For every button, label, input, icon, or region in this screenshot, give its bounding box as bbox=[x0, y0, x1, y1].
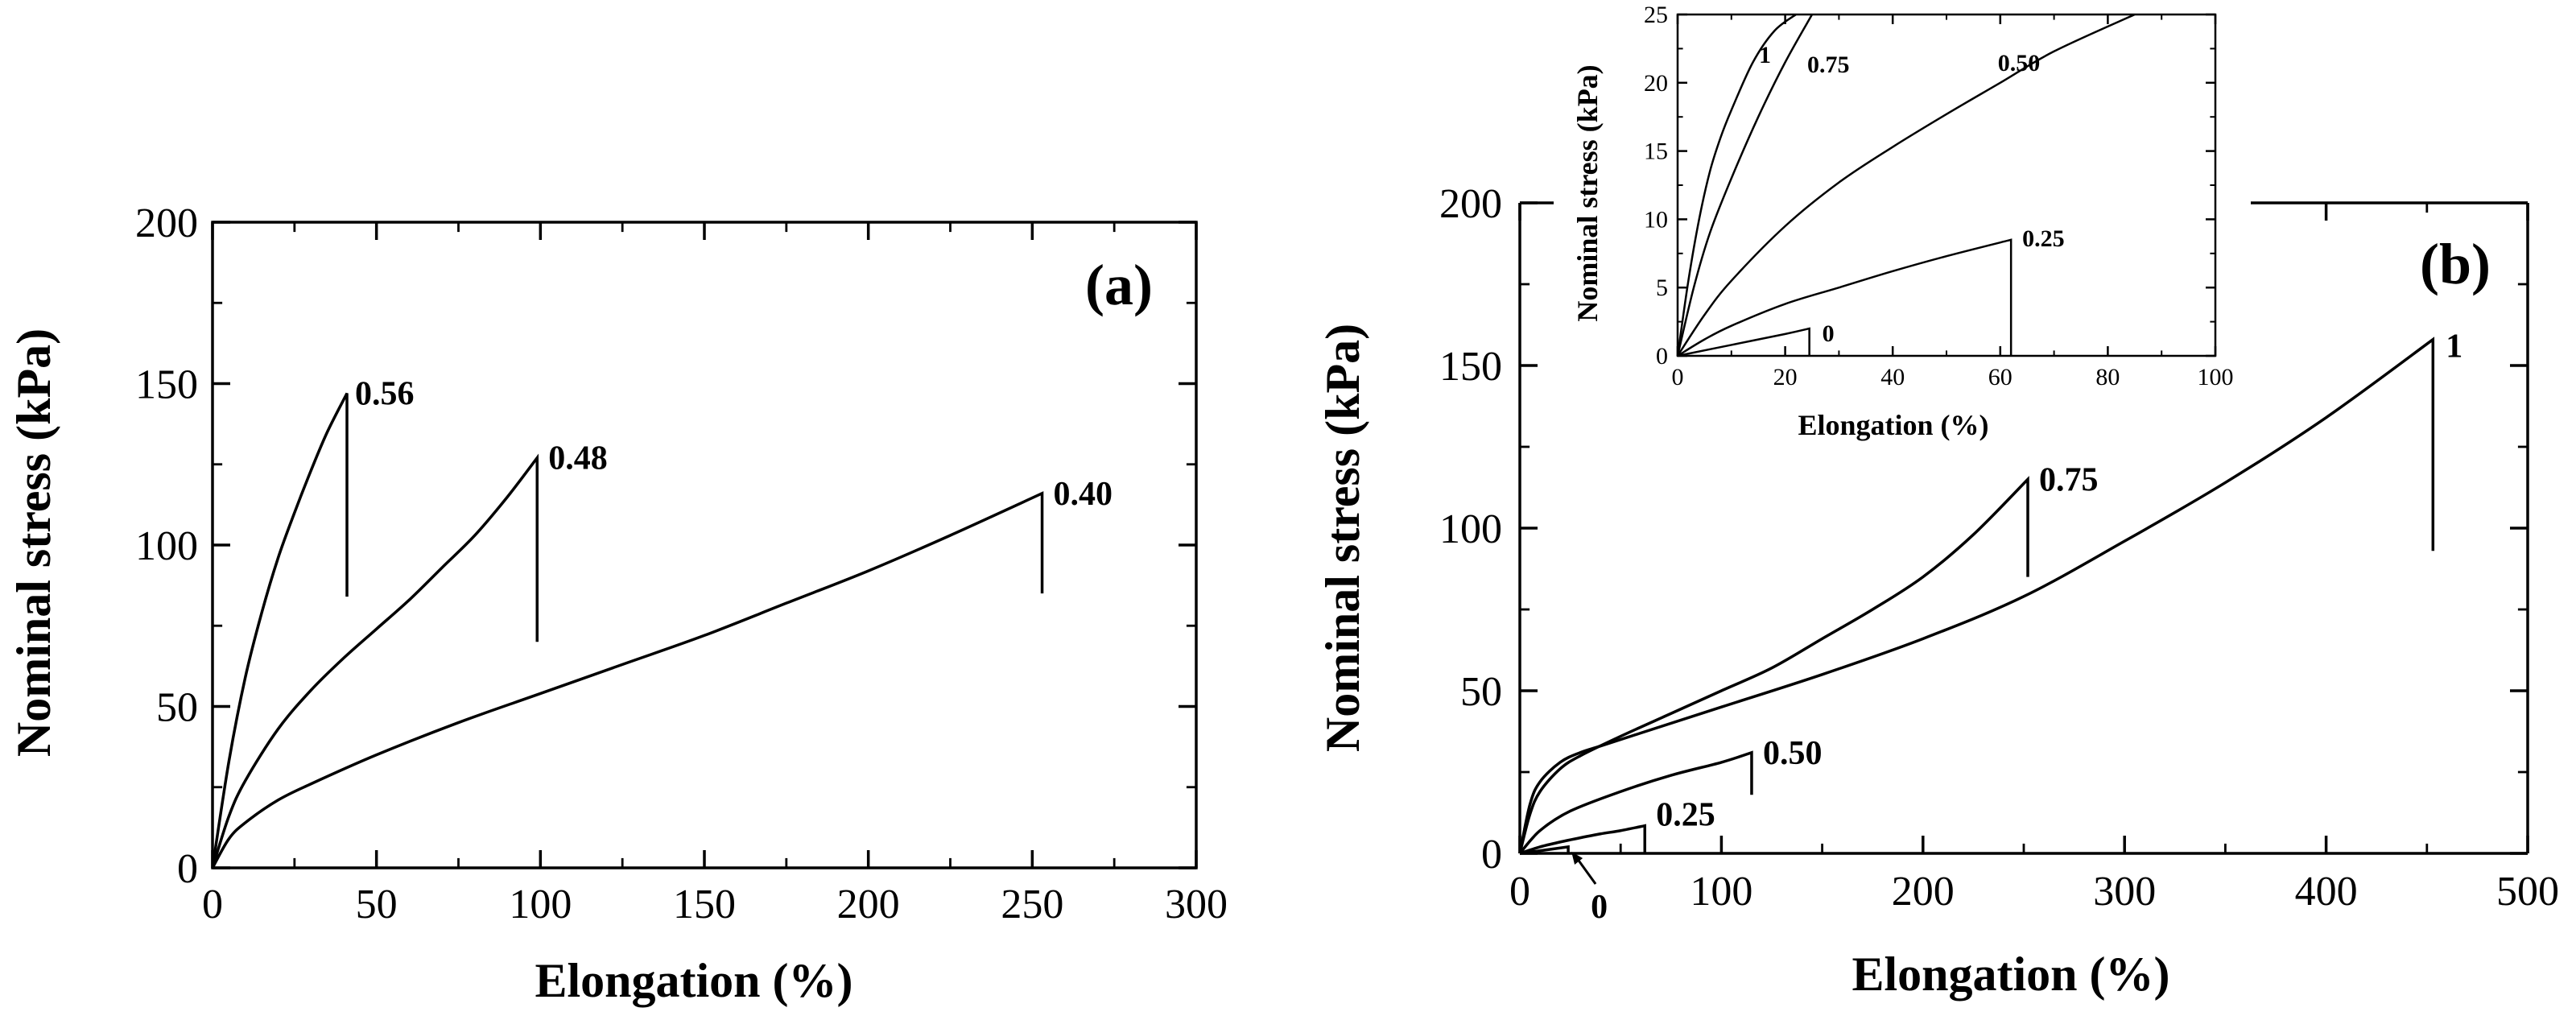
inset-xlabel: Elongation (%) bbox=[1798, 409, 1988, 441]
a-plot-frame bbox=[211, 221, 1198, 869]
b-y-tick-label: 0 bbox=[1481, 832, 1502, 878]
b-x-tick-label: 200 bbox=[1892, 869, 1955, 915]
inset-ylabel: Nominal stress (kPa) bbox=[1571, 64, 1604, 321]
b-series-1 bbox=[1518, 337, 2435, 854]
b-y-tick-label: 50 bbox=[1460, 669, 1502, 715]
b-inset-series-0.50 bbox=[1676, 13, 2136, 357]
b-inset-x-tick-label: 60 bbox=[1988, 364, 2013, 390]
panel-b-xlabel: Elongation (%) bbox=[1852, 948, 2169, 1001]
a-x-tick-label: 150 bbox=[673, 882, 736, 927]
b-inset-series-label-0.25: 0.25 bbox=[2022, 225, 2065, 252]
panel-a-ylabel: Nominal stress (kPa) bbox=[7, 328, 60, 757]
b-annotation-label: 0 bbox=[1591, 889, 1608, 926]
b-inset-x-tick-label: 0 bbox=[1672, 364, 1684, 390]
b-series-0 bbox=[1519, 845, 1570, 855]
a-series-label-0.48: 0.48 bbox=[548, 440, 608, 477]
b-inset-series-label-1: 1 bbox=[1759, 42, 1771, 68]
panel-b: (b) Elongation (%) Nominal stress (kPa) … bbox=[1316, 181, 2559, 1001]
b-x-tick-label: 300 bbox=[2093, 869, 2156, 915]
a-y-tick-label: 200 bbox=[135, 200, 198, 246]
b-y-tick-label: 200 bbox=[1439, 181, 1502, 227]
b-series-label-1: 1 bbox=[2446, 328, 2462, 366]
panel-b-ylabel: Nominal stress (kPa) bbox=[1316, 324, 1369, 752]
b-inset-y-tick-label: 5 bbox=[1656, 275, 1668, 301]
b-inset-y-tick-label: 25 bbox=[1644, 2, 1668, 28]
a-series-0.56 bbox=[211, 392, 349, 869]
a-y-tick-label: 100 bbox=[135, 523, 198, 569]
b-inset-series-0 bbox=[1677, 327, 1810, 357]
a-series-label-0.40: 0.40 bbox=[1054, 476, 1113, 513]
a-y-tick-label: 0 bbox=[177, 846, 198, 892]
b-series-0.25 bbox=[1519, 824, 1646, 855]
b-x-tick-label: 400 bbox=[2295, 869, 2358, 915]
b-inset-y-tick-label: 20 bbox=[1644, 70, 1668, 97]
b-inset-series-label-0: 0 bbox=[1823, 320, 1835, 347]
b-inset-series-0.75 bbox=[1676, 14, 1814, 357]
a-x-tick-label: 50 bbox=[356, 882, 398, 927]
b-inset-x-tick-label: 100 bbox=[2198, 364, 2234, 390]
a-x-tick-label: 0 bbox=[202, 882, 223, 927]
b-inset-y-tick-label: 15 bbox=[1644, 138, 1668, 165]
b-series-label-0.25: 0.25 bbox=[1656, 797, 1715, 834]
b-annotation-arrowhead bbox=[1571, 851, 1583, 865]
b-inset-x-tick-label: 80 bbox=[2095, 364, 2120, 390]
a-x-tick-label: 300 bbox=[1165, 882, 1228, 927]
b-series-label-0.75: 0.75 bbox=[2039, 461, 2099, 498]
panel-a: (a) Elongation (%) Nominal stress (kPa) … bbox=[7, 200, 1228, 1007]
b-inset-y-tick-label: 10 bbox=[1644, 206, 1668, 233]
a-y-tick-label: 50 bbox=[156, 685, 198, 731]
b-inset-series-1 bbox=[1676, 13, 1797, 357]
b-inset-series-label-0.50: 0.50 bbox=[1998, 50, 2041, 76]
b-inset-series-0.25 bbox=[1677, 238, 2013, 357]
a-series-0.40 bbox=[211, 491, 1044, 869]
a-x-tick-label: 250 bbox=[1001, 882, 1063, 927]
panel-a-label: (a) bbox=[1085, 253, 1153, 317]
inset-background bbox=[1570, 0, 2230, 451]
b-inset-x-tick-label: 20 bbox=[1773, 364, 1798, 390]
b-x-tick-label: 0 bbox=[1509, 869, 1530, 915]
a-series-0.48 bbox=[211, 453, 539, 869]
b-inset-y-tick-label: 0 bbox=[1656, 343, 1668, 370]
panel-b-label: (b) bbox=[2420, 232, 2491, 296]
b-series-label-0.50: 0.50 bbox=[1763, 735, 1823, 772]
panel-b-inset: 0 20 40 60 80 100 0 5 10 15 20 25 1 0.75 0.50 0.25 0 Elon… bbox=[1570, 0, 2234, 451]
b-x-tick-label: 100 bbox=[1690, 869, 1752, 915]
b-inset-series-label-0.75: 0.75 bbox=[1807, 52, 1850, 78]
a-x-tick-label: 100 bbox=[509, 882, 572, 927]
b-y-tick-label: 100 bbox=[1439, 506, 1502, 552]
panel-a-xlabel: Elongation (%) bbox=[535, 954, 852, 1007]
b-series-0.50 bbox=[1518, 750, 1753, 855]
a-series-label-0.56: 0.56 bbox=[355, 376, 415, 413]
a-x-tick-label: 200 bbox=[837, 882, 900, 927]
b-series-0.75 bbox=[1518, 476, 2029, 854]
a-y-tick-label: 150 bbox=[135, 362, 198, 408]
b-inset-x-tick-label: 40 bbox=[1880, 364, 1905, 390]
b-y-tick-label: 150 bbox=[1439, 344, 1502, 390]
b-x-tick-label: 500 bbox=[2496, 869, 2559, 915]
